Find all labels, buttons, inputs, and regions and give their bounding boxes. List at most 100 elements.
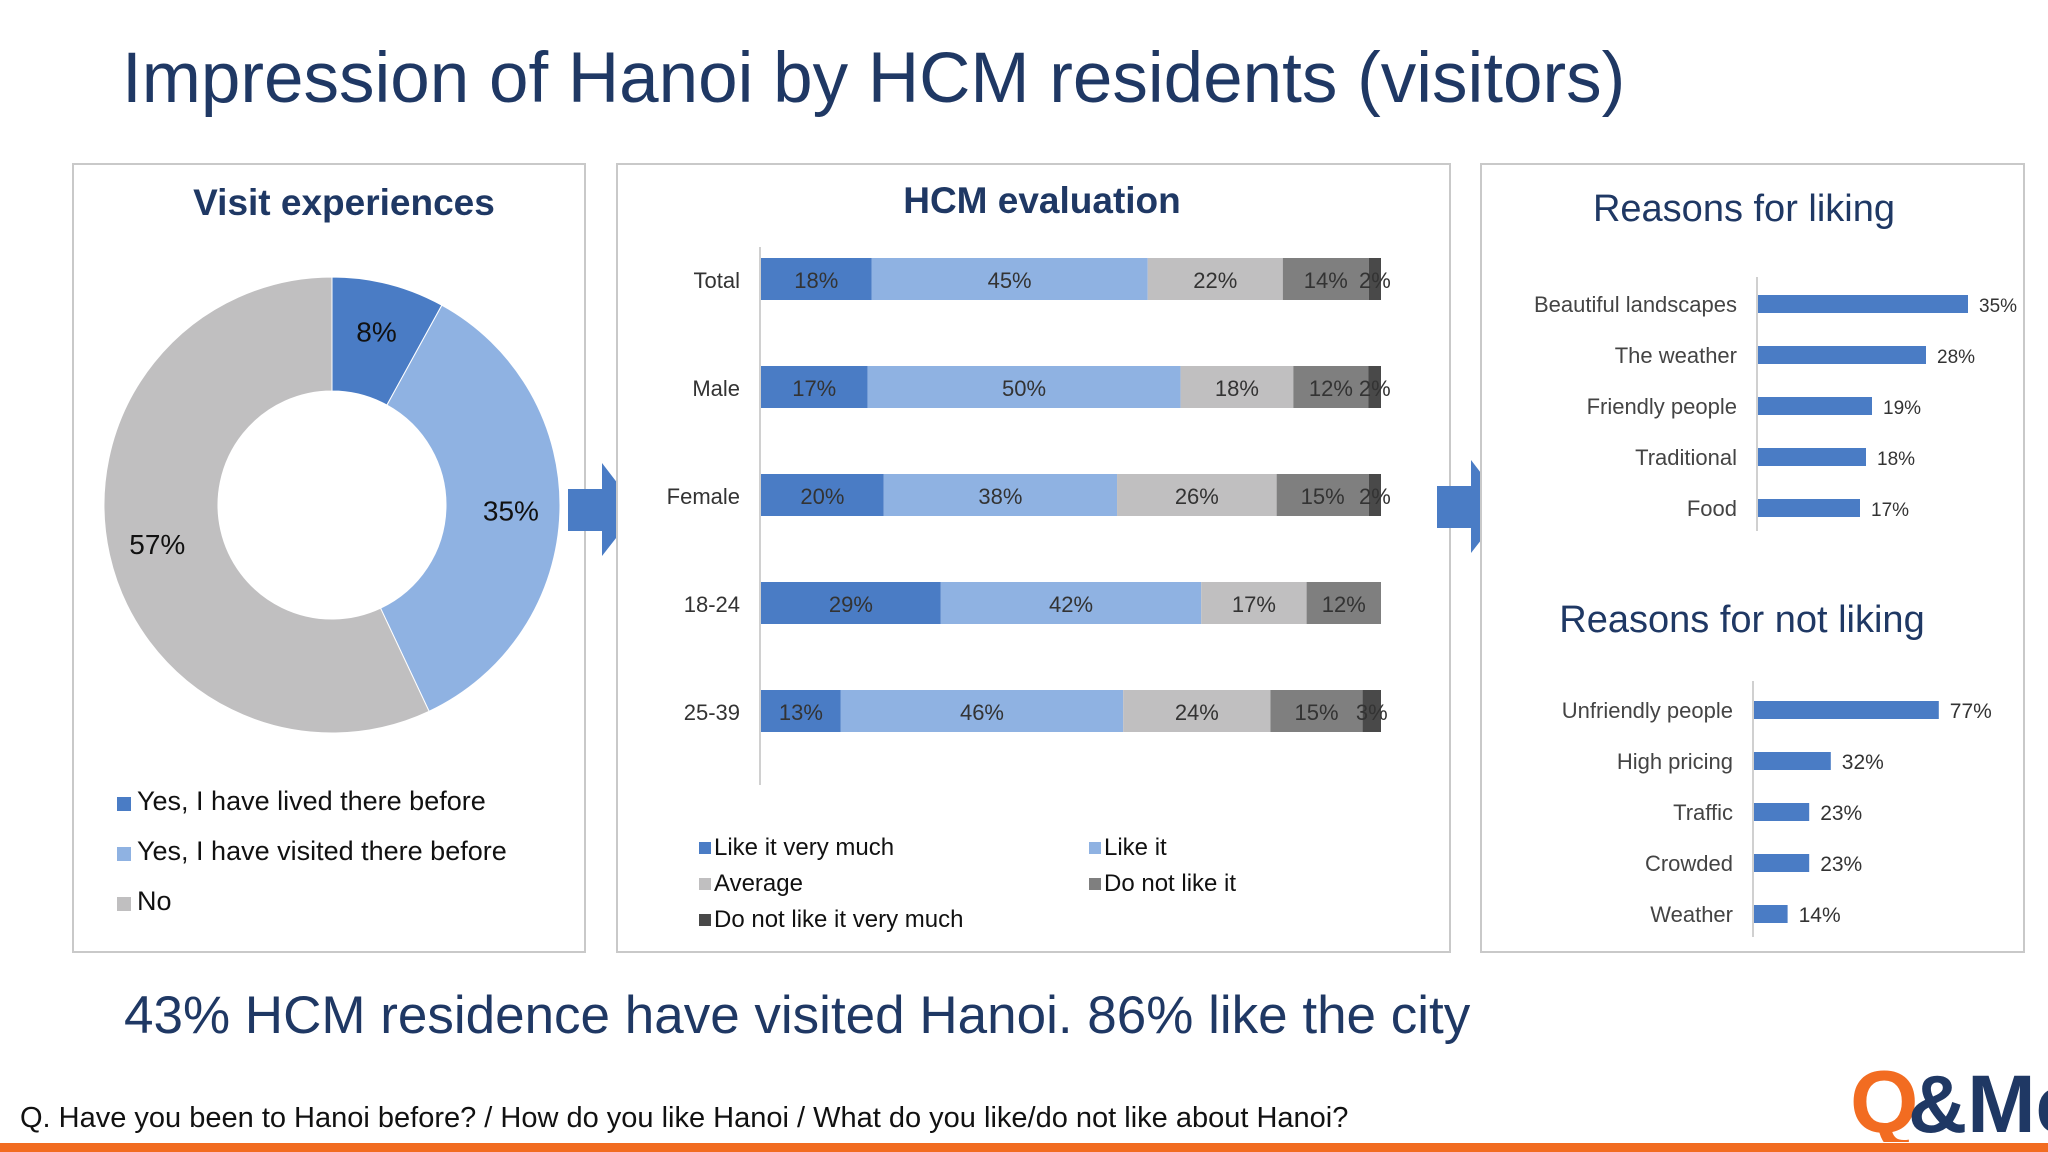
bar — [1754, 905, 1788, 923]
bar-segment — [1201, 582, 1307, 624]
legend-swatch — [699, 914, 711, 926]
legend-label: Yes, I have lived there before — [137, 786, 486, 816]
bar-data-label: 22% — [1193, 268, 1237, 293]
bar-segment — [1362, 690, 1381, 732]
legend-label: No — [137, 886, 172, 916]
bar — [1758, 499, 1860, 517]
bar-data-label: 14% — [1304, 268, 1348, 293]
bar-data-label: 18% — [1215, 376, 1259, 401]
survey-question: Q. Have you been to Hanoi before? / How … — [20, 1102, 1349, 1134]
chart-title: Reasons for liking — [1593, 188, 1895, 230]
bar-data-label: 46% — [960, 700, 1004, 725]
bar-data-label: 42% — [1049, 592, 1093, 617]
bar — [1754, 854, 1810, 872]
bar-segment — [1270, 690, 1363, 732]
category-label: High pricing — [1617, 749, 1733, 774]
bar-data-label: 15% — [1295, 700, 1339, 725]
bar-data-label: 12% — [1322, 592, 1366, 617]
bar-segment — [940, 582, 1202, 624]
legend-swatch — [1089, 842, 1101, 854]
bar-segment — [1368, 474, 1381, 516]
bar-segment — [867, 366, 1181, 408]
bar — [1754, 752, 1831, 770]
bar-data-label: 28% — [1937, 347, 1975, 368]
right-arrow-icon — [1437, 460, 1507, 553]
bar-data-label: 50% — [1002, 376, 1046, 401]
legend-label: Do not like it very much — [714, 906, 963, 933]
legend-label: Yes, I have visited there before — [137, 836, 507, 866]
bar-data-label: 18% — [1877, 449, 1915, 470]
bar-data-label: 17% — [1232, 592, 1276, 617]
bar-data-label: 2% — [1359, 484, 1391, 509]
chart-title: HCM evaluation — [903, 180, 1181, 221]
bar-segment — [761, 258, 872, 300]
slice-data-label: 57% — [129, 529, 185, 560]
bar-data-label: 13% — [779, 700, 823, 725]
visit-experiences-panel: Visit experiences 8% 35% 57% Yes, I have l… — [72, 163, 586, 953]
bar-data-label: 15% — [1301, 484, 1345, 509]
bar-segment — [1180, 366, 1294, 408]
category-label: Beautiful landscapes — [1534, 292, 1737, 317]
reasons-panel: Reasons for liking Reasons for not likin… — [1480, 163, 2025, 953]
svg-text:Q: Q — [1850, 1052, 1918, 1142]
slide-title: Impression of Hanoi by HCM residents (vi… — [122, 39, 1626, 118]
visit-experiences-chart: Visit experiences 8% 35% 57% Yes, I have l… — [103, 182, 561, 916]
legend-swatch — [117, 897, 131, 911]
bar-segment — [1147, 258, 1283, 300]
qandme-logo: Q &Me — [1850, 1052, 2048, 1142]
category-label: Food — [1687, 496, 1737, 521]
legend-label: Average — [714, 870, 803, 897]
hcm-evaluation-panel: HCM evaluation Total 18% 45% 22% 14% 2% Male 17… — [616, 163, 1451, 953]
bar-data-label: 77% — [1950, 700, 1992, 723]
donut-slice — [379, 304, 561, 712]
category-label: Weather — [1650, 902, 1733, 927]
bar-segment — [1293, 366, 1369, 408]
slice-data-label: 35% — [483, 496, 539, 527]
legend-swatch — [117, 847, 131, 861]
bar — [1754, 803, 1810, 821]
bar-data-label: 35% — [1979, 296, 2017, 317]
bar-segment — [1282, 258, 1369, 300]
bar-segment — [1368, 366, 1381, 408]
category-label: Traffic — [1673, 800, 1733, 825]
svg-text:&Me: &Me — [1908, 1059, 2048, 1142]
category-label: The weather — [1615, 343, 1737, 368]
bar-data-label: 14% — [1799, 904, 1841, 927]
chart-title: Reasons for not liking — [1559, 599, 1924, 641]
bar-data-label: 12% — [1309, 376, 1353, 401]
bar-data-label: 23% — [1820, 802, 1862, 825]
bar-data-label: 26% — [1175, 484, 1219, 509]
right-arrow-icon — [568, 463, 638, 556]
category-label: Crowded — [1645, 851, 1733, 876]
reasons-charts: Reasons for liking Reasons for not likin… — [1534, 188, 2017, 937]
bar-data-label: 45% — [988, 268, 1032, 293]
bar-segment — [840, 690, 1124, 732]
category-label: Female — [667, 484, 740, 509]
chart-title: Visit experiences — [193, 182, 495, 223]
bar — [1758, 295, 1968, 313]
bar-data-label: 19% — [1883, 398, 1921, 419]
bar-segment — [1117, 474, 1277, 516]
bar-data-label: 2% — [1359, 376, 1391, 401]
bar — [1758, 448, 1866, 466]
category-label: Traditional — [1635, 445, 1737, 470]
category-label: 18-24 — [684, 592, 740, 617]
category-label: Total — [694, 268, 740, 293]
legend-label: Like it — [1104, 834, 1167, 861]
bar-data-label: 17% — [1871, 500, 1909, 521]
bar-data-label: 3% — [1356, 700, 1388, 725]
legend-swatch — [1089, 878, 1101, 890]
bar-segment — [761, 366, 868, 408]
bar-data-label: 29% — [829, 592, 873, 617]
bar-data-label: 2% — [1359, 268, 1391, 293]
bar-data-label: 20% — [800, 484, 844, 509]
bottom-accent-bar — [0, 1143, 2048, 1152]
bar-data-label: 17% — [792, 376, 836, 401]
bar-segment — [1306, 582, 1381, 624]
bar — [1758, 346, 1926, 364]
bar-data-label: 18% — [794, 268, 838, 293]
bar-segment — [883, 474, 1118, 516]
legend-label: Do not like it — [1104, 870, 1236, 897]
bar-segment — [871, 258, 1148, 300]
legend-swatch — [117, 797, 131, 811]
